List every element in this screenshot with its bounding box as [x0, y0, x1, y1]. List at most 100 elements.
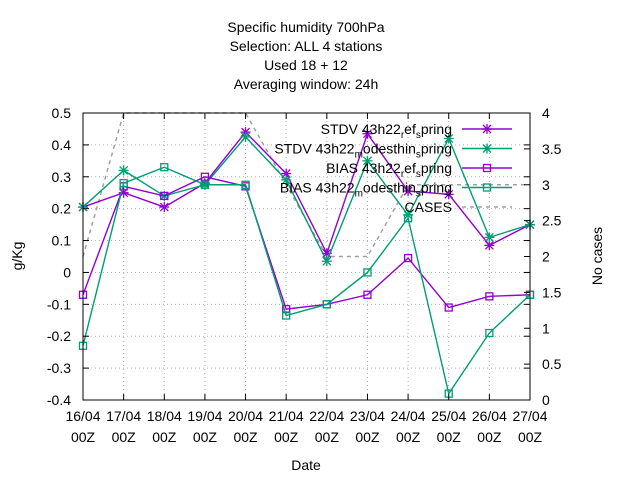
chart-title: Specific humidity 700hPa Selection: ALL 4… — [227, 19, 384, 92]
legend-label: STDV 43h22refspring — [321, 121, 452, 141]
data-point — [321, 256, 332, 267]
y-tick-label: 0.2 — [52, 201, 72, 217]
y2-tick-label: 2 — [542, 249, 550, 265]
series-line — [82, 135, 531, 263]
y-tick-label: 0.1 — [52, 233, 72, 249]
legend-entry: BIAS 43h22modesthinspring — [280, 180, 512, 200]
x-tick-label: 00Z — [477, 429, 502, 445]
legend-entry: BIAS 43h22refspring — [326, 160, 512, 180]
x-tick-label: 24/04 — [391, 408, 426, 424]
data-point — [363, 290, 372, 299]
legend-label-part: STDV 43h22 — [321, 121, 401, 137]
y-tick-label: 0 — [63, 264, 71, 280]
data-point — [403, 186, 414, 197]
y-tick-label: 0.3 — [52, 169, 72, 185]
data-point — [482, 183, 492, 192]
y-tick-label: -0.2 — [47, 328, 71, 344]
y-axis-label: g/Kg — [9, 242, 25, 271]
y2-tick-label: 3 — [542, 177, 550, 193]
y2-axis-ticks: 0 0.5 1 1.5 2 2.5 3 3.5 4 — [524, 105, 562, 408]
title-line: Averaging window: 24h — [234, 76, 379, 92]
series-3 — [78, 163, 535, 398]
x-tick-label: 00Z — [315, 429, 340, 445]
legend-label-part: ef — [404, 160, 416, 176]
legend-label-part: pring — [421, 180, 452, 196]
data-point — [485, 292, 494, 301]
legend-label: BIAS 43h22refspring — [326, 160, 452, 180]
legend-label-part: pring — [421, 121, 452, 137]
legend-label-part: s — [416, 150, 421, 161]
legend-label-part: odesthin — [363, 180, 416, 196]
title-line: Selection: ALL 4 stations — [230, 38, 383, 54]
y-tick-label: -0.1 — [47, 296, 71, 312]
legend-label-part: odesthin — [363, 141, 416, 157]
x-tick-label: 00Z — [112, 429, 137, 445]
y2-tick-label: 1.5 — [542, 284, 562, 300]
data-point — [322, 300, 331, 309]
x-tick-label: 00Z — [152, 429, 177, 445]
data-point — [118, 165, 129, 176]
x-tick-label: 00Z — [233, 429, 258, 445]
x-tick-label: 00Z — [193, 429, 218, 445]
data-point — [159, 202, 170, 213]
x-tick-label: 25/04 — [431, 408, 466, 424]
legend-label-part: s — [416, 130, 421, 141]
data-point — [444, 303, 453, 312]
data-point — [482, 163, 492, 173]
x-tick-label: 19/04 — [187, 408, 222, 424]
x-tick-label: 00Z — [437, 429, 462, 445]
y2-tick-label: 4 — [542, 105, 550, 121]
data-point — [200, 180, 210, 189]
grid — [83, 113, 530, 400]
y-tick-label: -0.3 — [47, 360, 71, 376]
y-tick-label: -0.4 — [47, 392, 71, 408]
data-point — [362, 155, 373, 166]
data-point — [160, 163, 169, 172]
title-line: Used 18 + 12 — [264, 57, 348, 73]
y2-tick-label: 1 — [542, 320, 550, 336]
legend-label: BIAS 43h22modesthinspring — [280, 180, 452, 200]
legend-label-part: m — [355, 150, 363, 161]
data-point — [119, 179, 128, 188]
data-point — [241, 180, 250, 189]
series-line — [82, 176, 531, 310]
legend-label-part: BIAS 43h22 — [280, 180, 355, 196]
legend-label: CASES — [405, 199, 452, 215]
legend-label-part: r — [401, 130, 405, 141]
legend-entry: STDV 43h22modesthinspring — [274, 141, 512, 161]
data-point — [281, 174, 292, 185]
legend-label-part: CASES — [405, 199, 452, 215]
x-tick-label: 18/04 — [147, 408, 182, 424]
data-point — [482, 143, 492, 154]
legend-label: STDV 43h22modesthinspring — [274, 141, 452, 161]
series-line — [82, 166, 531, 396]
x-tick-label: 00Z — [518, 429, 543, 445]
y2-tick-label: 0 — [542, 392, 550, 408]
data-point — [362, 128, 373, 139]
data-point — [403, 214, 413, 223]
data-point — [282, 311, 291, 320]
x-tick-label: 23/04 — [350, 408, 385, 424]
x-tick-label: 00Z — [396, 429, 421, 445]
data-point — [482, 124, 492, 134]
x-tick-label: 16/04 — [65, 408, 100, 424]
data-point — [200, 172, 210, 181]
x-tick-label: 27/04 — [512, 408, 547, 424]
y2-tick-label: 2.5 — [542, 213, 562, 229]
x-axis-label: Date — [291, 457, 321, 473]
x-tick-label: 00Z — [355, 429, 380, 445]
data-point — [240, 131, 251, 142]
y2-tick-label: 3.5 — [542, 141, 562, 157]
x-axis-ticks: 16/04 00Z 17/04 00Z 18/04 00Z 19/04 00Z 20/04 00Z… — [65, 113, 548, 445]
data-point — [485, 328, 494, 338]
y-tick-label: 0.5 — [52, 105, 72, 121]
legend-label-part: s — [416, 189, 421, 200]
x-tick-label: 22/04 — [309, 408, 344, 424]
y2-tick-label: 0.5 — [542, 356, 562, 372]
legend-label-part: s — [416, 169, 421, 180]
x-tick-label: 20/04 — [228, 408, 263, 424]
x-tick-label: 21/04 — [269, 408, 304, 424]
legend-label-part: pring — [421, 141, 452, 157]
x-tick-label: 17/04 — [106, 408, 141, 424]
